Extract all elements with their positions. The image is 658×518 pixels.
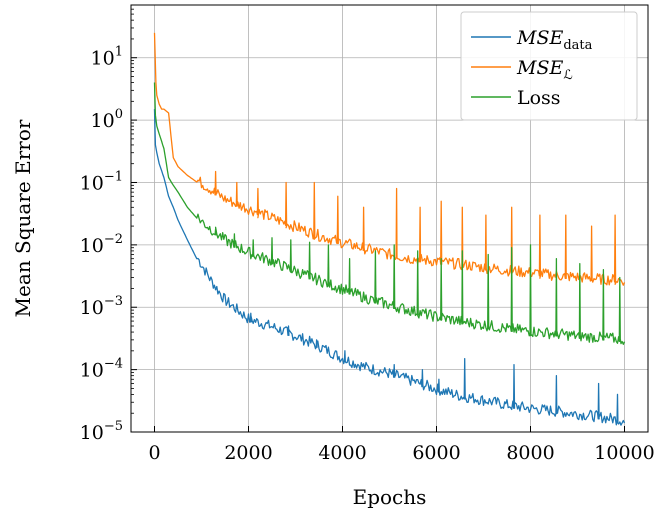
y-tick-label: 10−2 (80, 232, 123, 257)
legend: MSEdata MSEℒ Loss (460, 11, 638, 121)
legend-label-MSE_L: MSEℒ (516, 57, 573, 83)
y-tick-label: 10−1 (80, 169, 123, 194)
legend-box (460, 11, 638, 121)
ticks (131, 8, 625, 433)
x-tick-label: 8000 (506, 442, 554, 464)
y-tick-label: 10−5 (80, 419, 123, 444)
legend-label-MSE_data: MSEdata (516, 27, 593, 53)
x-tick-label: 6000 (412, 442, 460, 464)
x-tick-label: 4000 (318, 442, 366, 464)
series-line-MSE_data (153, 109, 626, 426)
x-tick-label: 2000 (224, 442, 272, 464)
y-axis-label: Mean Square Error (11, 119, 35, 317)
tick-labels: 0 2000 4000 6000 8000 10000 10−5 10−4 10−3 10−2 10… (80, 45, 655, 464)
y-tick-label: 101 (91, 45, 123, 70)
x-axis-label: Epochs (353, 485, 427, 509)
grid (131, 5, 648, 433)
x-tick-label: 0 (148, 442, 160, 464)
series-line-Loss (153, 82, 626, 345)
y-tick-label: 10−4 (80, 357, 123, 382)
x-tick-label: 10000 (594, 442, 654, 464)
series-layer (153, 32, 626, 426)
plot-frame (130, 4, 649, 433)
legend-label-Loss: Loss (517, 87, 561, 109)
y-tick-label: 10−3 (80, 294, 123, 319)
y-tick-label: 100 (91, 107, 123, 132)
